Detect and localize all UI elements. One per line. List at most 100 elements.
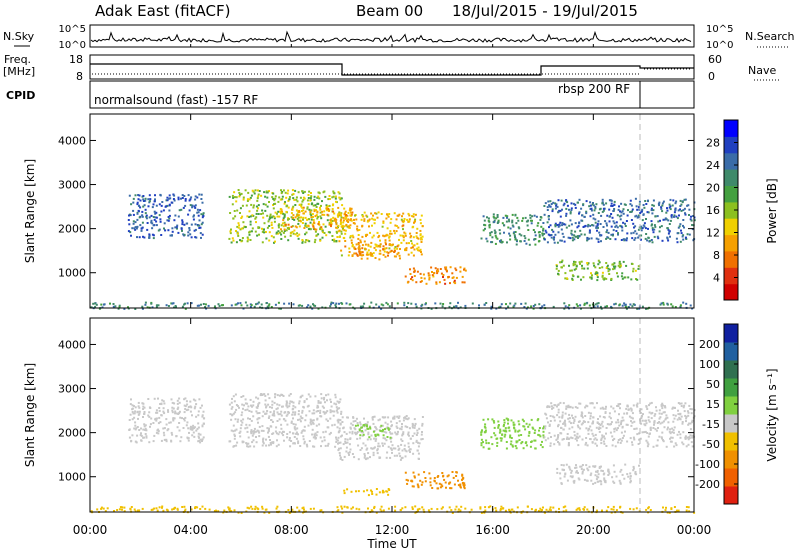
velocity-colorbar-tick-label: 15 <box>706 398 720 411</box>
power-heatmap <box>90 189 696 310</box>
power-region-1 <box>228 189 344 244</box>
velocity-colorbar-tick-label: -50 <box>702 438 720 451</box>
time-tick-label: 00:00 <box>677 523 712 537</box>
cpid-mode-normalsound: normalsound (fast) -157 RF <box>94 93 258 107</box>
power-colorbar-segment <box>724 185 738 203</box>
noise-right-tick-bottom: 10^0 <box>706 40 733 51</box>
velocity-y-tick-label: 2000 <box>58 427 86 440</box>
velocity-y-tick-label: 3000 <box>58 383 86 396</box>
power-colorbar-segment <box>724 120 738 137</box>
velocity-region-0 <box>128 397 206 444</box>
velocity-region-7 <box>543 401 696 448</box>
station-title: Adak East (fitACF) <box>95 2 230 20</box>
noise-right-label: N.Search <box>745 30 795 43</box>
power-colorbar: 4 8 12 16 20 24 28 <box>706 119 739 301</box>
time-axis-label: Time UT <box>366 537 417 551</box>
time-axis: 00:00 04:00 08:00 12:00 16:00 20:00 00:00 <box>73 44 712 537</box>
time-tick-label: 04:00 <box>173 523 208 537</box>
power-colorbar-tick-label: 28 <box>706 137 720 150</box>
power-y-ticks: 1000 2000 3000 4000 <box>58 134 694 280</box>
noise-left-tick-top: 10^5 <box>59 24 86 35</box>
velocity-colorbar: 200 100 50 15 -15 -50 -100 -200 <box>695 323 739 505</box>
noise-sky-line <box>90 30 692 44</box>
velocity-region-9 <box>90 505 696 514</box>
velocity-colorbar-tick-label: 200 <box>699 338 720 351</box>
power-y-tick-label: 3000 <box>58 179 86 192</box>
power-colorbar-segment <box>724 201 738 219</box>
power-colorbar-segment <box>724 136 738 154</box>
power-y-tick-label: 1000 <box>58 267 86 280</box>
power-colorbar-label: Power [dB] <box>765 178 779 243</box>
noise-right-tick-top: 10^5 <box>706 24 733 35</box>
power-colorbar-tick-label: 8 <box>713 249 720 262</box>
power-region-7 <box>543 197 696 244</box>
noise-left-tick-bottom: 10^0 <box>59 40 86 51</box>
power-colorbar-segment <box>724 267 738 285</box>
freq-left-label-2: [MHz] <box>3 65 35 78</box>
velocity-colorbar-segment <box>724 450 738 469</box>
velocity-colorbar-tick-label: 50 <box>706 378 720 391</box>
power-region-4 <box>354 241 401 261</box>
velocity-region-2 <box>336 415 424 461</box>
velocity-y-ticks: 1000 2000 3000 4000 <box>58 338 694 484</box>
power-panel: 1000 2000 3000 4000 Slant Range [km] 4 8 12 16… <box>23 113 779 310</box>
velocity-colorbar-tick-label: -200 <box>695 478 720 491</box>
freq-left-tick-bottom: 8 <box>76 70 83 83</box>
time-tick-label: 00:00 <box>73 523 108 537</box>
velocity-colorbar-segment <box>724 342 738 361</box>
velocity-colorbar-segment <box>724 360 738 379</box>
velocity-colorbar-segment <box>724 324 738 343</box>
freq-left-label-1: Freq. <box>4 53 31 66</box>
velocity-y-tick-label: 4000 <box>58 338 86 351</box>
power-region-8 <box>555 259 640 282</box>
power-colorbar-tick-label: 24 <box>706 159 720 172</box>
velocity-y-label: Slant Range [km] <box>23 363 37 467</box>
velocity-y-tick-label: 1000 <box>58 471 86 484</box>
power-colorbar-segment <box>724 234 738 252</box>
time-tick-label: 12:00 <box>375 523 410 537</box>
velocity-colorbar-segment <box>724 432 738 451</box>
velocity-colorbar-segment <box>724 414 738 433</box>
velocity-colorbar-tick-label: -100 <box>695 458 720 471</box>
velocity-colorbar-segment <box>724 468 738 487</box>
power-colorbar-segment <box>724 218 738 236</box>
velocity-colorbar-label: Velocity [m s⁻¹] <box>765 368 779 461</box>
freq-left-tick-top: 18 <box>69 53 83 66</box>
velocity-heatmap <box>90 393 696 514</box>
time-tick-label: 16:00 <box>475 523 510 537</box>
power-colorbar-tick-label: 20 <box>706 182 720 195</box>
date-range-title: 18/Jul/2015 - 19/Jul/2015 <box>452 2 638 20</box>
nave-label: Nave <box>748 64 776 77</box>
power-region-6 <box>480 213 545 246</box>
power-region-5 <box>404 266 467 285</box>
cpid-label: CPID <box>6 89 35 102</box>
velocity-colorbar-tick-label: -15 <box>702 418 720 431</box>
velocity-colorbar-segment <box>724 378 738 397</box>
power-colorbar-tick-label: 16 <box>706 204 720 217</box>
noise-panel: N.Sky 10^5 10^0 10^5 10^0 N.Search <box>3 24 795 51</box>
velocity-region-8 <box>556 463 640 486</box>
power-colorbar-tick-label: 12 <box>706 227 720 240</box>
velocity-region-5 <box>404 471 466 490</box>
power-region-3 <box>279 206 356 231</box>
velocity-colorbar-segment <box>724 486 738 505</box>
power-y-tick-label: 4000 <box>58 134 86 147</box>
power-y-label: Slant Range [km] <box>23 159 37 263</box>
velocity-panel: 1000 2000 3000 4000 Slant Range [km] 200 100… <box>23 317 779 514</box>
power-colorbar-segment <box>724 169 738 186</box>
power-colorbar-segment <box>724 250 738 268</box>
velocity-region-4 <box>343 488 391 497</box>
noise-left-label: N.Sky <box>3 30 35 43</box>
power-colorbar-tick-label: 4 <box>713 272 720 285</box>
velocity-colorbar-tick-label: 100 <box>699 358 720 371</box>
power-colorbar-segment <box>724 152 738 170</box>
freq-right-tick-top: 60 <box>708 53 722 66</box>
cpid-panel: CPID normalsound (fast) -157 RF rbsp 200… <box>6 80 695 109</box>
power-region-0 <box>127 193 205 240</box>
velocity-region-1 <box>228 393 343 448</box>
cpid-mode-rbsp: rbsp 200 RF <box>558 82 630 96</box>
power-y-tick-label: 2000 <box>58 223 86 236</box>
velocity-region-3 <box>354 424 392 439</box>
noise-trace <box>90 30 692 44</box>
